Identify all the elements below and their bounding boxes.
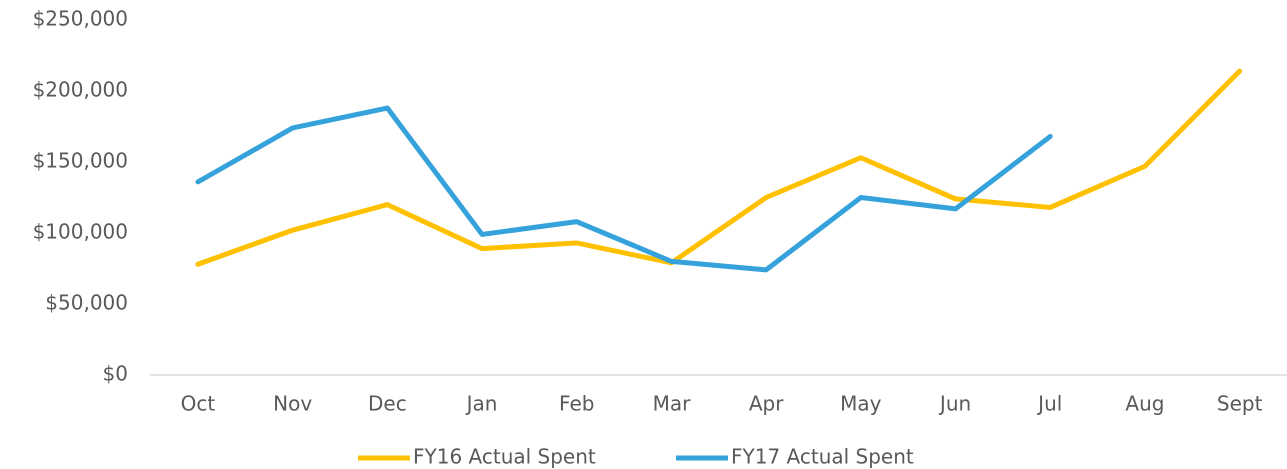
line-series xyxy=(195,105,1053,273)
y-tick-label: $200,000 xyxy=(33,78,128,102)
x-tick-label: Apr xyxy=(749,392,784,416)
legend-label: FY16 Actual Spent xyxy=(413,445,596,469)
x-tick-label: Mar xyxy=(653,392,692,416)
x-tick-label: Feb xyxy=(559,392,594,416)
x-tick-label: Jun xyxy=(938,392,971,416)
line-series xyxy=(195,68,1243,267)
x-tick-label: May xyxy=(840,392,882,416)
y-tick-label: $250,000 xyxy=(33,7,128,31)
x-tick-label: Jul xyxy=(1036,392,1062,416)
x-tick-label: Jan xyxy=(465,392,498,416)
x-tick-label: Aug xyxy=(1125,392,1164,416)
y-tick-label: $150,000 xyxy=(33,149,128,173)
legend-label: FY17 Actual Spent xyxy=(731,445,914,469)
y-tick-label: $0 xyxy=(103,362,128,386)
y-tick-label: $50,000 xyxy=(45,291,128,315)
x-tick-label: Dec xyxy=(368,392,407,416)
x-tick-label: Oct xyxy=(181,392,216,416)
x-tick-label: Nov xyxy=(273,392,312,416)
y-tick-label: $100,000 xyxy=(33,220,128,244)
x-tick-label: Sept xyxy=(1217,392,1263,416)
